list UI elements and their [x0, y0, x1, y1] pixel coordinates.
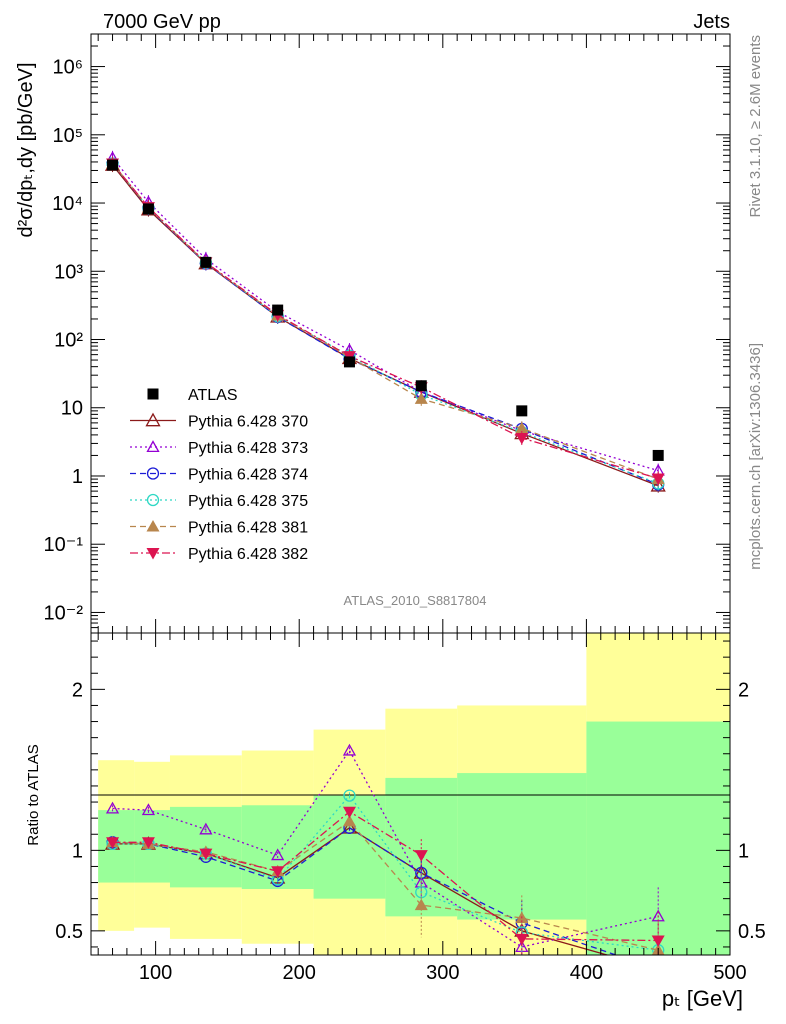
- legend-item: Pythia 6.428 374: [130, 467, 308, 484]
- legend-marker: [146, 467, 160, 480]
- ratio-series-point: [141, 837, 155, 849]
- legend-label: Pythia 6.428 374: [188, 467, 308, 484]
- y-tick-label: 10⁶: [53, 57, 83, 79]
- ratio-series-point: [342, 814, 356, 827]
- legend-item: Pythia 6.428 373: [130, 440, 308, 457]
- atlas-data-point: [107, 159, 119, 171]
- stat-uncertainty-band: [457, 773, 587, 920]
- ratio-series-point: [652, 963, 665, 975]
- x-tick-label: 500: [713, 962, 746, 984]
- legend-marker: [146, 440, 160, 453]
- ratio-series-line: [112, 820, 659, 951]
- y-tick-label: 10²: [54, 330, 83, 352]
- x-tick-label: 400: [570, 962, 603, 984]
- main-y-axis-label: d²σ/dpₜ,dy [pb/GeV]: [15, 63, 37, 238]
- y-tick-label: 10⁻¹: [44, 534, 84, 556]
- ratio-series-point: [343, 789, 356, 802]
- ratio-series-point: [199, 848, 213, 861]
- ratio-series-point: [141, 803, 156, 816]
- atlas-data-point: [415, 380, 427, 392]
- legend-item: Pythia 6.428 382: [130, 546, 308, 563]
- ratio-y-tick-label: 2: [72, 679, 83, 701]
- x-tick-label: 100: [139, 962, 172, 984]
- ratio-y-axis-label: Ratio to ATLAS: [25, 744, 42, 845]
- legend-item: Pythia 6.428 375: [130, 493, 308, 510]
- header-right: Jets: [693, 11, 730, 33]
- legend-label: Pythia 6.428 370: [188, 414, 308, 431]
- main-series-line: [112, 163, 659, 480]
- ratio-plot-frame: [90, 632, 731, 956]
- ratio-series-point: [271, 866, 285, 878]
- main-series-line: [112, 163, 659, 486]
- atlas-data-point: [652, 449, 664, 461]
- atlas-data-point: [516, 405, 528, 417]
- legend-item: ATLAS: [147, 387, 238, 404]
- y-tick-label: 10³: [54, 261, 83, 283]
- atlas-data-point: [343, 356, 355, 368]
- ratio-plot-axes: 100 200 300 400 500 0.5 0.5 1 1 2 2: [55, 633, 766, 984]
- ratio-series-point: [342, 743, 357, 756]
- y-tick-label: 1: [72, 466, 83, 488]
- header-left: 7000 GeV pp: [103, 11, 221, 33]
- legend-item: Pythia 6.428 381: [130, 520, 308, 537]
- main-series-point: [515, 433, 529, 445]
- main-series-line: [112, 157, 659, 472]
- legend-marker: [146, 520, 160, 532]
- atlas-data-point: [272, 304, 284, 316]
- ratio-series-point: [653, 964, 664, 975]
- mcplots-reference-label: mcplots.cern.ch [arXiv:1306.3436]: [747, 343, 764, 570]
- legend-label: ATLAS: [188, 387, 238, 404]
- main-series-point: [651, 473, 665, 485]
- ratio-series-line: [112, 810, 659, 942]
- ratio-y-tick-label-right: 1: [738, 840, 749, 862]
- main-plot-axes: 10⁻² 10⁻¹ 1 10 10² 10³ 10⁴ 10⁵ 10⁶: [44, 33, 731, 634]
- x-tick-label: 200: [283, 962, 316, 984]
- main-plot-frame: [90, 33, 731, 634]
- legend-label: Pythia 6.428 373: [188, 440, 308, 457]
- ratio-series-line: [112, 749, 659, 948]
- ratio-series-point: [342, 806, 356, 819]
- main-series-line: [112, 163, 659, 480]
- y-tick-label: 10: [61, 398, 83, 420]
- ratio-series-point: [414, 898, 428, 911]
- rivet-version-label: Rivet 3.1.10, ≥ 2.6M events: [747, 35, 764, 218]
- ratio-y-tick-label: 1: [72, 840, 83, 862]
- main-series-line: [112, 163, 659, 484]
- main-plot-series: [104, 150, 666, 493]
- ratio-y-tick-label-right: 2: [738, 679, 749, 701]
- ratio-series-point: [106, 837, 120, 849]
- ratio-y-tick-label: 0.5: [55, 921, 83, 943]
- main-series-point: [414, 392, 428, 404]
- y-tick-label: 10⁵: [52, 125, 83, 147]
- legend-label: Pythia 6.428 375: [188, 493, 308, 510]
- ratio-series-point: [105, 801, 120, 814]
- legend-item: Pythia 6.428 370: [130, 412, 308, 431]
- atlas-data-point: [200, 256, 212, 268]
- y-tick-label: 10⁴: [52, 193, 83, 215]
- legend: ATLAS Pythia 6.428 370 Pythia 6.428 373 Pyt…: [130, 387, 308, 563]
- ratio-y-tick-label-right: 0.5: [738, 921, 766, 943]
- ratio-series-point: [515, 933, 529, 946]
- ratio-series-point: [651, 935, 665, 948]
- main-series-line: [112, 164, 659, 487]
- legend-marker: [146, 493, 160, 507]
- legend-marker: [146, 548, 160, 560]
- analysis-id-label: ATLAS_2010_S8817804: [344, 593, 487, 608]
- uncertainty-bands: [98, 633, 730, 955]
- ratio-series-point: [199, 822, 213, 835]
- y-tick-label: 10⁻²: [44, 602, 84, 624]
- legend-marker: [147, 388, 159, 400]
- x-axis-label: pₜ [GeV]: [662, 986, 743, 1011]
- x-tick-label: 300: [426, 962, 459, 984]
- legend-marker: [145, 412, 161, 427]
- ratio-series-point: [414, 850, 428, 862]
- legend-label: Pythia 6.428 382: [188, 546, 308, 563]
- legend-label: Pythia 6.428 381: [188, 520, 308, 537]
- main-series-point: [515, 421, 529, 434]
- atlas-data-point: [142, 203, 154, 215]
- ratio-series-point: [271, 848, 285, 861]
